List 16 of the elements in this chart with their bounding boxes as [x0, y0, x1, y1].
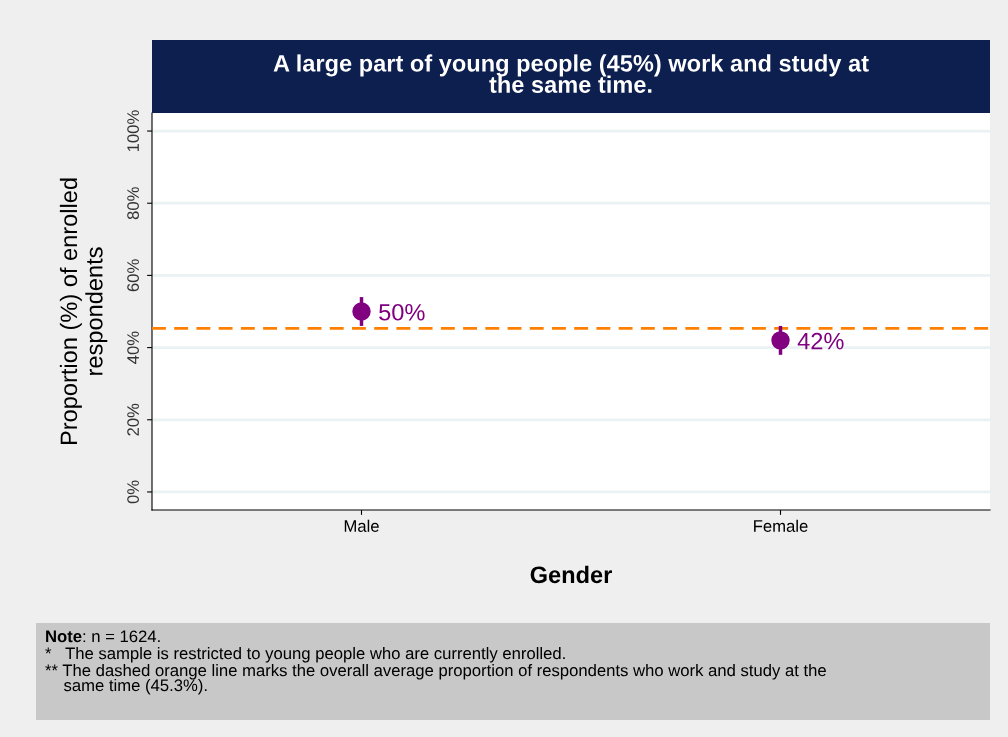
data-label: 50%: [379, 303, 425, 321]
y-tick-label: 100%: [127, 110, 139, 152]
text: ** The dashed orange line marks the overall average proportion of respondents who work and study at the same time (45.3%).: [45, 664, 826, 695]
y-tick-label: 40%: [127, 331, 139, 364]
text: Note: n = 1624.: [46, 630, 160, 643]
y-tick-label: 0%: [127, 480, 139, 504]
x-axis-title: Gender: [530, 565, 612, 584]
y-tick-label: 80%: [127, 187, 139, 220]
y-tick-label: 60%: [127, 259, 139, 292]
y-axis-title: Proportion (%) of enrolled respondents: [59, 178, 108, 445]
chart-title: A large part of young people (45%) work and study at the same time.: [273, 54, 869, 93]
data-label: 42%: [797, 332, 844, 350]
text: * The sample is restricted to young people who are currently enrolled.: [45, 647, 565, 663]
x-tick-label: Female: [754, 519, 808, 532]
x-tick-label: Male: [344, 519, 379, 532]
y-tick-label: 20%: [127, 403, 139, 436]
